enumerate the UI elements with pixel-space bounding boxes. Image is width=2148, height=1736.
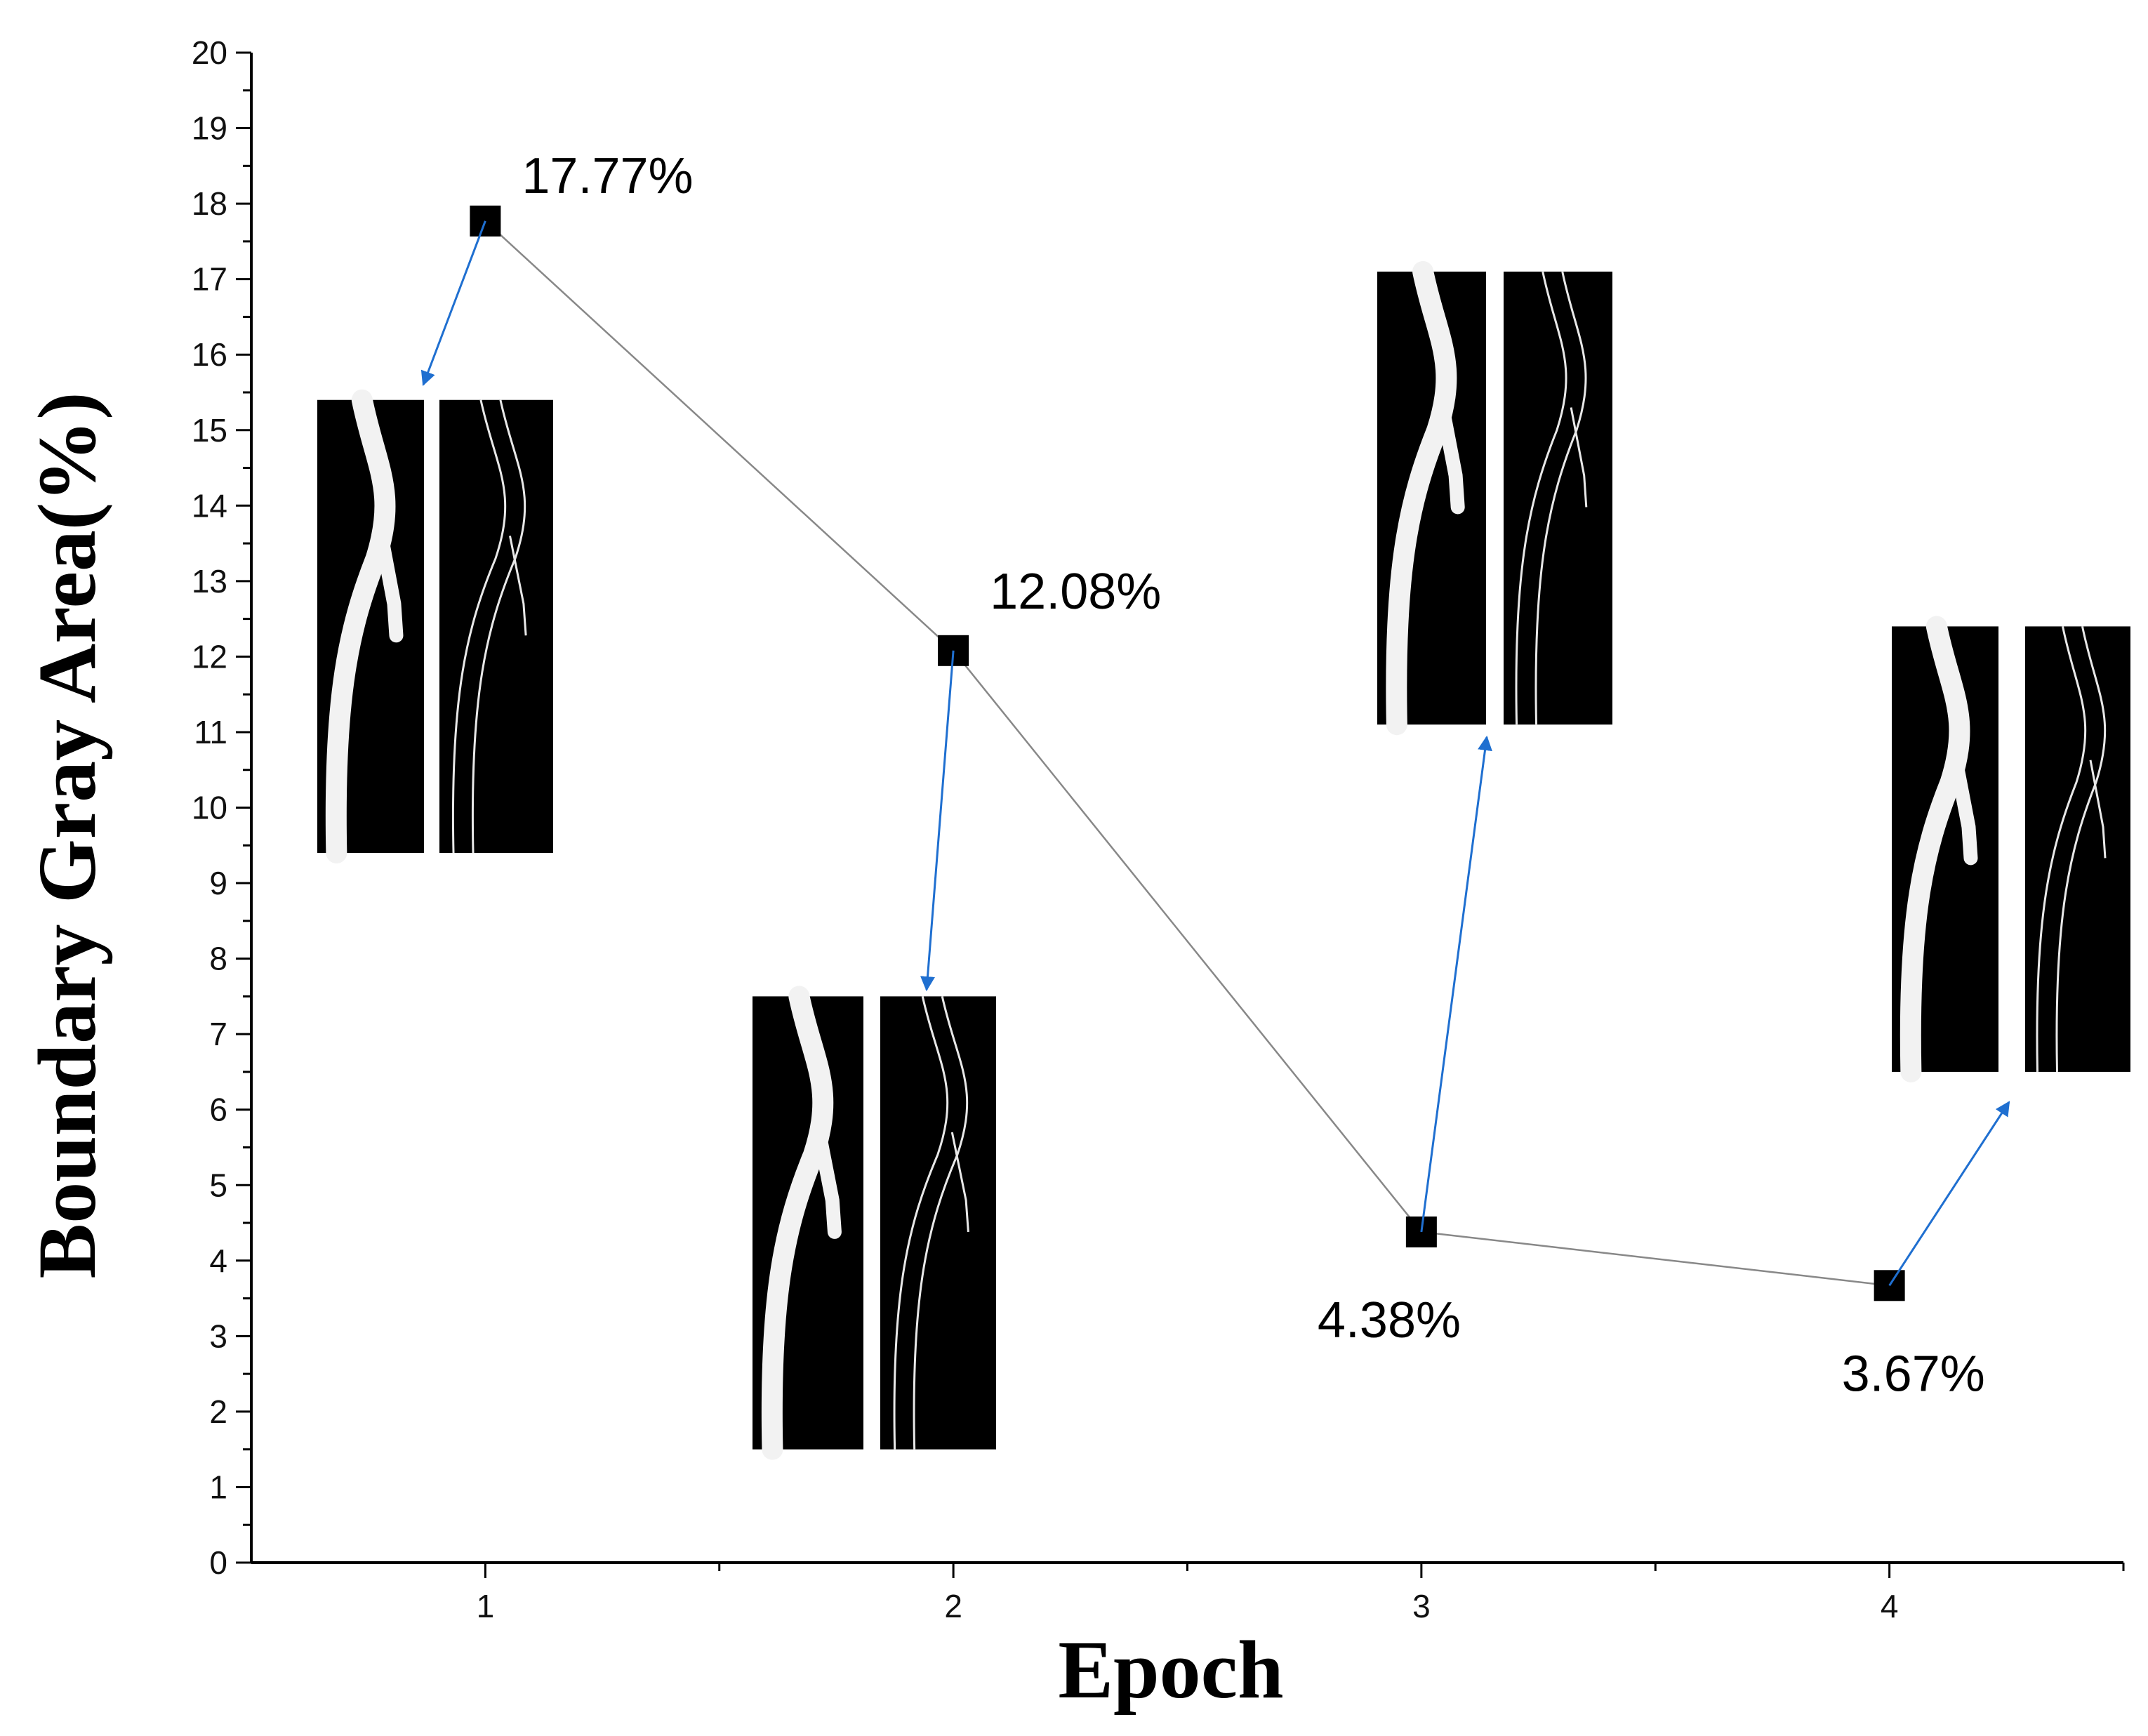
annotation-arrow bbox=[1420, 735, 1492, 1233]
vessel-shape bbox=[325, 389, 396, 864]
y-tick-label: 10 bbox=[192, 790, 227, 826]
vessel-shape bbox=[761, 986, 834, 1460]
y-tick-label: 9 bbox=[209, 865, 227, 901]
boundary-branch bbox=[1570, 407, 1588, 508]
series-line bbox=[484, 220, 1890, 1287]
y-tick-label: 2 bbox=[209, 1393, 227, 1430]
boundary-branch bbox=[950, 1132, 969, 1233]
y-tick-label: 18 bbox=[192, 185, 227, 222]
boundary-image bbox=[1504, 271, 1612, 725]
boundary-branch bbox=[508, 536, 527, 636]
y-tick-label: 12 bbox=[192, 638, 227, 675]
vessel-shape bbox=[1386, 260, 1457, 736]
y-tick-label: 7 bbox=[209, 1016, 227, 1052]
boundary-image bbox=[880, 996, 996, 1450]
boundary-outline-left bbox=[1515, 271, 1567, 725]
x-tick-label: 4 bbox=[1881, 1588, 1899, 1624]
annotation-arrow bbox=[420, 220, 486, 386]
y-tick-label: 8 bbox=[209, 941, 227, 977]
boundary-outline-right bbox=[471, 399, 526, 854]
y-tick-label: 14 bbox=[192, 487, 227, 524]
vessel-branch bbox=[811, 1125, 842, 1239]
boundary-branch bbox=[2089, 760, 2107, 859]
vessel-branch bbox=[374, 529, 404, 643]
y-tick-label: 6 bbox=[209, 1092, 227, 1128]
x-axis-title: Epoch bbox=[1058, 1624, 1283, 1716]
y-axis-title: Boundary Gray Area(%) bbox=[21, 392, 113, 1278]
inset-image-pair bbox=[317, 389, 553, 864]
inset-image-pair bbox=[1377, 260, 1612, 736]
y-tick-label: 17 bbox=[192, 261, 227, 298]
data-label: 17.77% bbox=[522, 148, 693, 204]
boundary-outline-left bbox=[893, 996, 949, 1450]
y-tick-label: 4 bbox=[209, 1243, 227, 1279]
y-tick-label: 13 bbox=[192, 563, 227, 599]
y-tick-label: 15 bbox=[192, 412, 227, 449]
data-label: 4.38% bbox=[1318, 1292, 1461, 1349]
boundary-outline-right bbox=[913, 996, 969, 1450]
data-label: 3.67% bbox=[1842, 1346, 1985, 1402]
inset-image-pair bbox=[1892, 616, 2130, 1082]
data-label: 12.08% bbox=[990, 564, 1161, 620]
annotation-arrow bbox=[1888, 1101, 2010, 1287]
y-tick-label: 19 bbox=[192, 110, 227, 147]
y-tick-label: 3 bbox=[209, 1318, 227, 1354]
annotation-arrow bbox=[920, 650, 955, 992]
vessel-branch bbox=[1949, 753, 1978, 866]
x-ticks: 1 2 3 4 bbox=[477, 1563, 2125, 1624]
x-tick-label: 3 bbox=[1412, 1588, 1431, 1624]
boundary-outline-left bbox=[2036, 626, 2087, 1072]
y-tick-label: 5 bbox=[209, 1167, 227, 1203]
vessel-shape bbox=[1900, 616, 1970, 1082]
annotation-arrows bbox=[420, 220, 2010, 1287]
x-tick-label: 2 bbox=[944, 1588, 962, 1624]
y-tick-label: 16 bbox=[192, 336, 227, 373]
y-tick-label: 0 bbox=[209, 1544, 227, 1581]
boundary-outline-right bbox=[2055, 626, 2107, 1072]
boundary-outline-left bbox=[451, 399, 507, 854]
vessel-branch bbox=[1436, 400, 1465, 515]
y-tick-label: 1 bbox=[209, 1469, 227, 1505]
boundary-image bbox=[2025, 626, 2130, 1072]
y-tick-label: 20 bbox=[192, 34, 227, 71]
inset-images bbox=[317, 260, 2130, 1460]
data-labels: 17.77% 12.08% 4.38% 3.67% bbox=[522, 148, 1984, 1402]
x-tick-label: 1 bbox=[477, 1588, 495, 1624]
inset-image-pair bbox=[753, 986, 996, 1460]
boundary-image bbox=[439, 399, 553, 854]
boundary-outline-right bbox=[1534, 271, 1587, 725]
y-tick-label: 11 bbox=[194, 714, 227, 750]
series-layer bbox=[470, 205, 1905, 1301]
